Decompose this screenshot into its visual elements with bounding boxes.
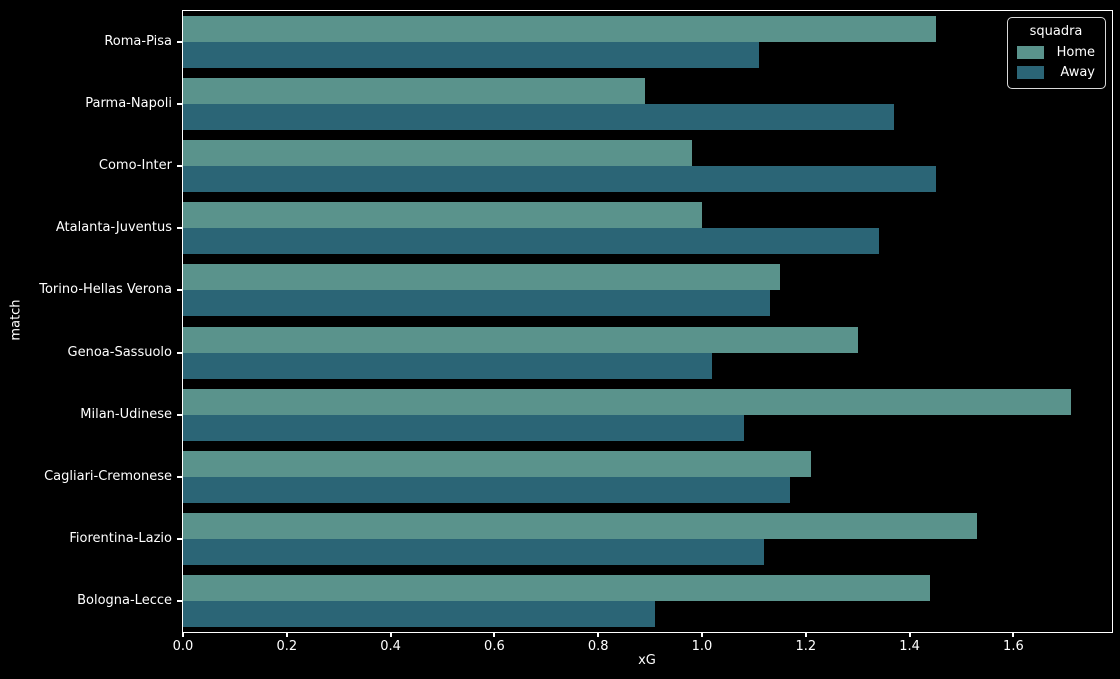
bar-away [183,352,713,379]
y-tick-mark [177,103,183,106]
x-tick-mark [389,632,392,637]
x-tick-label: 0.2 [276,639,298,654]
bar-away [183,166,936,193]
legend-item-home: Home [1017,45,1095,60]
y-tick-mark [177,227,183,230]
y-tick-label: Parma-Napoli [85,96,172,112]
y-tick-mark [177,289,183,292]
y-tick-mark [177,41,183,44]
y-tick-label: Fiorentina-Lazio [69,531,172,547]
bar-away [183,104,894,131]
bar-home [183,388,1071,415]
x-tick-mark [285,632,288,637]
y-tick-mark [177,165,183,168]
y-axis-title: match [8,299,24,341]
y-tick-mark [177,475,183,478]
legend-items: Home Away [1017,45,1095,80]
bar-home [183,326,858,353]
y-tick-mark [177,600,183,602]
bar-away [183,414,744,441]
y-tick-mark [177,413,183,416]
y-tick-label: Genoa-Sassuolo [67,344,172,360]
bar-away [183,538,765,565]
legend-label: Home [1056,45,1095,60]
y-tick-label: Milan-Udinese [80,406,172,422]
x-tick-mark [493,632,496,637]
x-tick-label: 1.0 [691,639,713,654]
bar-away [183,476,791,503]
bar-home [183,450,811,477]
x-axis-title: xG [638,653,656,668]
x-tick-label: 0.0 [172,639,194,654]
bar-home [183,16,936,43]
legend-title: squadra [1029,24,1083,39]
bar-away [183,290,770,317]
bar-home [183,202,702,229]
y-tick-mark [177,537,183,540]
x-tick-mark [597,632,600,637]
bar-away [183,601,656,627]
x-tick-mark [804,632,807,637]
x-tick-label: 0.4 [380,639,401,654]
y-tick-label: Bologna-Lecce [77,593,172,609]
bar-home [183,78,645,105]
x-tick-mark [701,632,703,637]
x-tick-label: 1.4 [899,639,920,654]
x-tick-label: 0.6 [484,639,505,654]
y-tick-label: Atalanta-Juventus [55,220,172,236]
x-tick-label: 0.8 [587,639,609,654]
legend: squadra Home Away [1007,17,1106,89]
bar-home [183,264,780,291]
bar-away [183,228,879,255]
y-tick-label: Torino-Hellas Verona [39,282,172,298]
legend-item-away: Away [1017,65,1095,80]
y-tick-mark [177,351,183,354]
bar-home [183,140,692,167]
x-tick-mark [1012,632,1015,637]
legend-swatch-away [1017,66,1044,79]
bar-away [183,42,760,69]
legend-label: Away [1060,65,1095,80]
y-tick-label: Cagliari-Cremonese [44,469,172,485]
x-tick-mark [182,632,184,637]
y-tick-label: Como-Inter [98,158,172,174]
plot-area: squadra Home Away Roma-Pisa Parma-Napoli Co… [39,10,1113,653]
legend-swatch-home [1017,46,1044,59]
y-tick-label: Roma-Pisa [104,34,172,50]
x-tick-label: 1.6 [1003,639,1024,654]
bar-home [183,575,931,601]
x-tick-label: 1.2 [795,639,817,654]
bar-home [183,512,978,539]
x-tick-mark [908,632,911,637]
